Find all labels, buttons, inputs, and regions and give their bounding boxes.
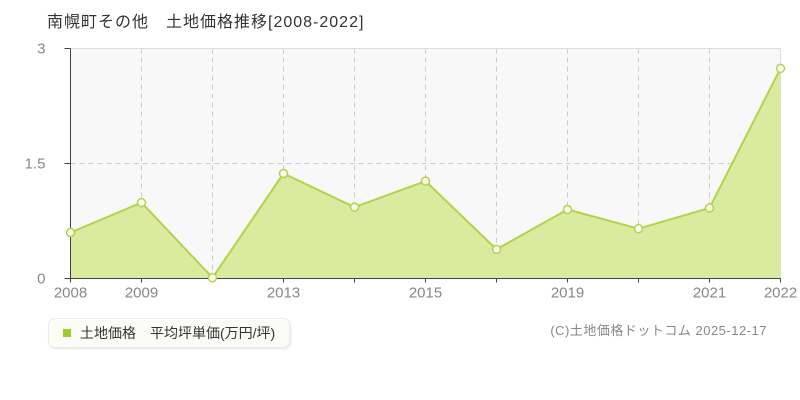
x-tick-label: 2015 bbox=[409, 285, 442, 302]
data-point-marker bbox=[420, 176, 431, 186]
data-point-marker bbox=[207, 272, 218, 283]
x-tick-label: 2019 bbox=[551, 285, 584, 302]
x-tick-label: 2021 bbox=[693, 285, 726, 302]
data-point-marker bbox=[633, 223, 644, 234]
data-point-marker bbox=[491, 244, 502, 255]
x-tick-label: 2013 bbox=[267, 285, 300, 302]
data-point-marker bbox=[349, 202, 360, 212]
data-point-marker bbox=[65, 227, 76, 238]
x-tick-label: 2009 bbox=[125, 285, 158, 302]
y-tick-label: 0 bbox=[37, 271, 45, 288]
legend-label: 土地価格 平均坪単価(万円/坪) bbox=[80, 325, 276, 341]
y-tick-label: 1.5 bbox=[25, 156, 46, 173]
data-point-marker bbox=[704, 203, 715, 213]
x-tick-label: 2008 bbox=[54, 285, 87, 302]
data-point-marker bbox=[278, 168, 289, 179]
chart-title: 南幌町その他 土地価格推移[2008-2022] bbox=[47, 14, 365, 31]
chart-legend: 土地価格 平均坪単価(万円/坪) bbox=[48, 318, 291, 348]
data-point-marker bbox=[562, 204, 573, 215]
legend-series-marker-icon bbox=[63, 329, 71, 337]
copyright-text: (C)土地価格ドットコム 2025-12-17 bbox=[550, 323, 767, 338]
data-point-marker bbox=[775, 63, 786, 74]
data-point-marker bbox=[136, 197, 147, 208]
y-tick-label: 3 bbox=[37, 41, 45, 58]
x-tick-label: 2022 bbox=[764, 285, 797, 302]
